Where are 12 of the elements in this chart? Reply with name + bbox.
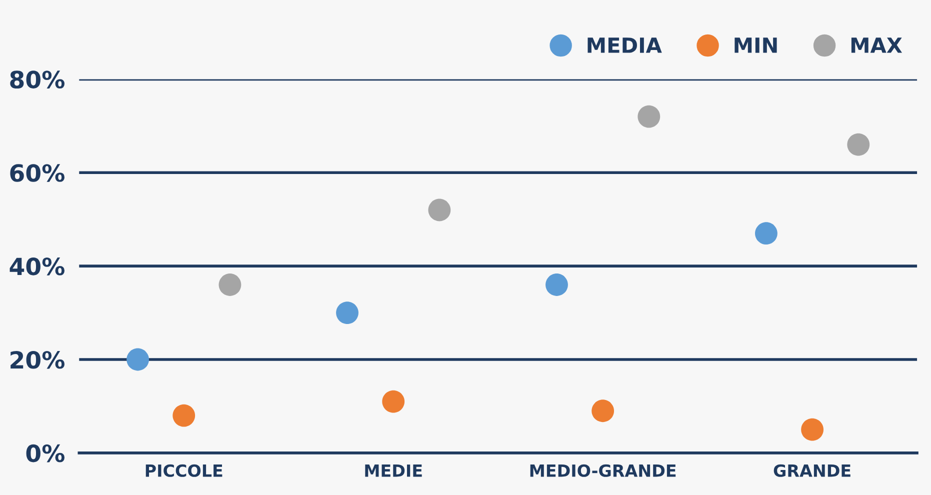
y-tick-label: 80% (10, 70, 64, 89)
x-tick-label: PICCOLE (146, 464, 222, 477)
x-tick-label: GRANDE (774, 464, 850, 477)
x-tick-label: MEDIE (365, 464, 422, 477)
legend-label: MEDIA (588, 38, 662, 53)
y-tick-label: 20% (10, 350, 64, 369)
y-tick-label: 40% (10, 258, 64, 276)
y-tick-label: 60% (10, 164, 64, 182)
x-tick-label: MEDIO-GRANDE (530, 464, 676, 477)
legend-label: MIN (734, 38, 777, 53)
legend-label: MAX (851, 38, 902, 53)
y-tick-label: 0% (26, 444, 64, 462)
